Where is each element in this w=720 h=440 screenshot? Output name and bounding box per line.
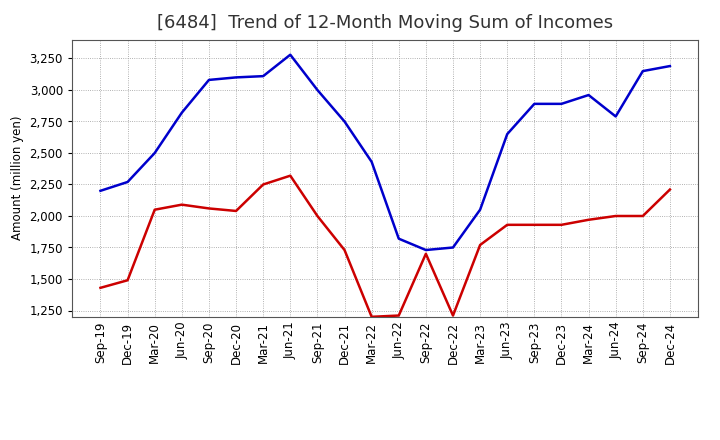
Net Income — [503, 222, 511, 227]
Ordinary Income — [204, 77, 213, 83]
Net Income — [557, 222, 566, 227]
Net Income — [421, 251, 430, 257]
Net Income — [232, 208, 240, 213]
Net Income — [665, 187, 674, 192]
Net Income — [584, 217, 593, 222]
Ordinary Income — [530, 101, 539, 106]
Net Income — [96, 285, 105, 290]
Net Income — [313, 213, 322, 219]
Net Income — [395, 313, 403, 318]
Y-axis label: Amount (million yen): Amount (million yen) — [11, 116, 24, 240]
Ordinary Income — [476, 207, 485, 213]
Ordinary Income — [341, 119, 349, 124]
Net Income — [286, 173, 294, 178]
Net Income — [530, 222, 539, 227]
Ordinary Income — [313, 88, 322, 93]
Ordinary Income — [150, 150, 159, 156]
Line: Net Income: Net Income — [101, 176, 670, 317]
Net Income — [259, 182, 268, 187]
Ordinary Income — [421, 247, 430, 253]
Ordinary Income — [232, 75, 240, 80]
Net Income — [367, 314, 376, 319]
Net Income — [150, 207, 159, 213]
Ordinary Income — [286, 52, 294, 57]
Ordinary Income — [367, 159, 376, 165]
Net Income — [611, 213, 620, 219]
Ordinary Income — [449, 245, 457, 250]
Ordinary Income — [639, 69, 647, 74]
Net Income — [204, 206, 213, 211]
Ordinary Income — [96, 188, 105, 194]
Net Income — [476, 242, 485, 248]
Net Income — [178, 202, 186, 207]
Title: [6484]  Trend of 12-Month Moving Sum of Incomes: [6484] Trend of 12-Month Moving Sum of I… — [157, 15, 613, 33]
Ordinary Income — [395, 236, 403, 241]
Ordinary Income — [123, 180, 132, 185]
Net Income — [639, 213, 647, 219]
Ordinary Income — [611, 114, 620, 119]
Ordinary Income — [665, 63, 674, 69]
Net Income — [123, 278, 132, 283]
Net Income — [449, 313, 457, 318]
Line: Ordinary Income: Ordinary Income — [101, 55, 670, 250]
Net Income — [341, 247, 349, 253]
Ordinary Income — [259, 73, 268, 79]
Ordinary Income — [584, 92, 593, 98]
Ordinary Income — [178, 110, 186, 115]
Ordinary Income — [503, 132, 511, 137]
Ordinary Income — [557, 101, 566, 106]
